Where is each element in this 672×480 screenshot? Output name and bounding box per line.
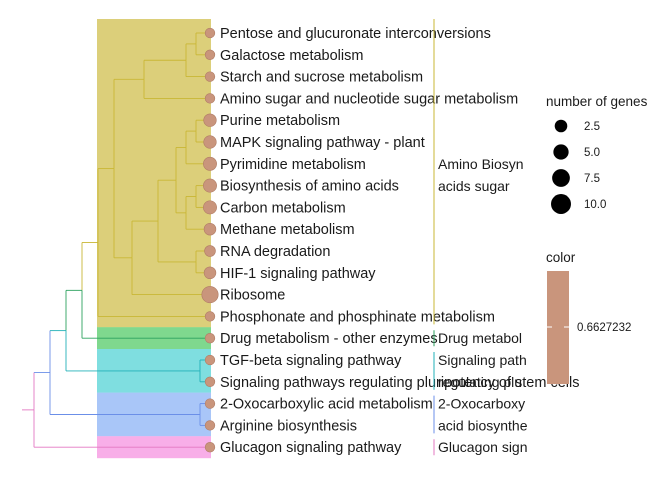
term-node [203,222,217,236]
term-label: Phosphonate and phosphinate metabolism [220,309,495,325]
term-label: Ribosome [220,288,285,304]
term-label: TGF-beta signaling pathway [220,353,402,369]
term-node [203,156,217,171]
term-label: 2-Oxocarboxylic acid metabolism [220,397,433,413]
term-label: Pentose and glucuronate interconversions [220,26,491,42]
color-legend: color 0.6627232 [546,250,631,384]
term-node [204,49,216,60]
term-node [203,178,217,193]
cluster-label: Glucagon sign [438,439,528,455]
term-label: RNA degradation [220,244,330,260]
size-legend-key [552,169,570,187]
term-label: Signaling pathways regulating pluripoten… [220,375,579,391]
color-legend-title: color [546,250,576,265]
term-node [204,420,216,431]
term-node [204,442,216,453]
term-label: Carbon metabolism [220,200,346,216]
cluster-label: acids sugar [438,178,510,194]
term-node [203,113,217,127]
term-node [203,135,217,149]
color-legend-value: 0.6627232 [577,322,631,334]
term-label: Pyrimidine metabolism [220,157,366,173]
size-legend-title: number of genes [546,94,648,109]
term-node [204,354,216,366]
term-node [204,311,216,322]
term-node [203,200,217,215]
size-legend-label: 5.0 [584,147,600,159]
cluster-label: Amino Biosyn [438,156,524,172]
term-node [201,286,219,304]
term-node [204,71,216,82]
cluster-label: regulating plu [438,374,522,390]
term-node [204,376,216,387]
term-nodes [201,27,219,453]
term-label: Starch and sucrose metabolism [220,70,423,86]
term-label: Arginine biosynthesis [220,418,357,434]
term-label: Drug metabolism - other enzymes [220,331,438,347]
term-label: MAPK signaling pathway - plant [220,135,425,151]
term-label: Amino sugar and nucleotide sugar metabol… [220,91,518,107]
term-label: Methane metabolism [220,222,355,238]
dendrogram-edges [22,32,210,448]
cluster-label: 2-Oxocarboxy [438,396,525,412]
term-node [204,333,216,344]
term-labels: Pentose and glucuronate interconversions… [220,26,579,456]
size-legend-label: 2.5 [584,121,600,133]
term-node [204,27,216,39]
term-node [204,93,216,104]
size-legend: number of genes 2.5 5.0 7.5 10.0 [546,94,648,214]
term-label: Glucagon signaling pathway [220,440,402,456]
cluster-labels: Amino Biosyn acids sugar Drug metabol Signa… [438,156,528,455]
cluster-label: Drug metabol [438,330,522,346]
color-legend-bar [547,271,569,384]
size-legend-key [553,144,569,160]
size-legend-label: 10.0 [584,199,606,211]
term-label: Biosynthesis of amino acids [220,179,399,195]
size-legend-label: 7.5 [584,173,600,185]
term-label: HIF-1 signaling pathway [220,266,376,282]
size-legend-key [554,119,568,133]
cluster-label: acid biosynthe [438,418,528,434]
term-label: Purine metabolism [220,113,340,129]
term-label: Galactose metabolism [220,48,363,64]
cluster-label: Signaling path [438,352,527,368]
cluster-background [97,19,211,328]
term-node [204,245,216,257]
term-node [203,266,217,280]
size-legend-key [551,194,571,214]
term-node [204,398,216,409]
